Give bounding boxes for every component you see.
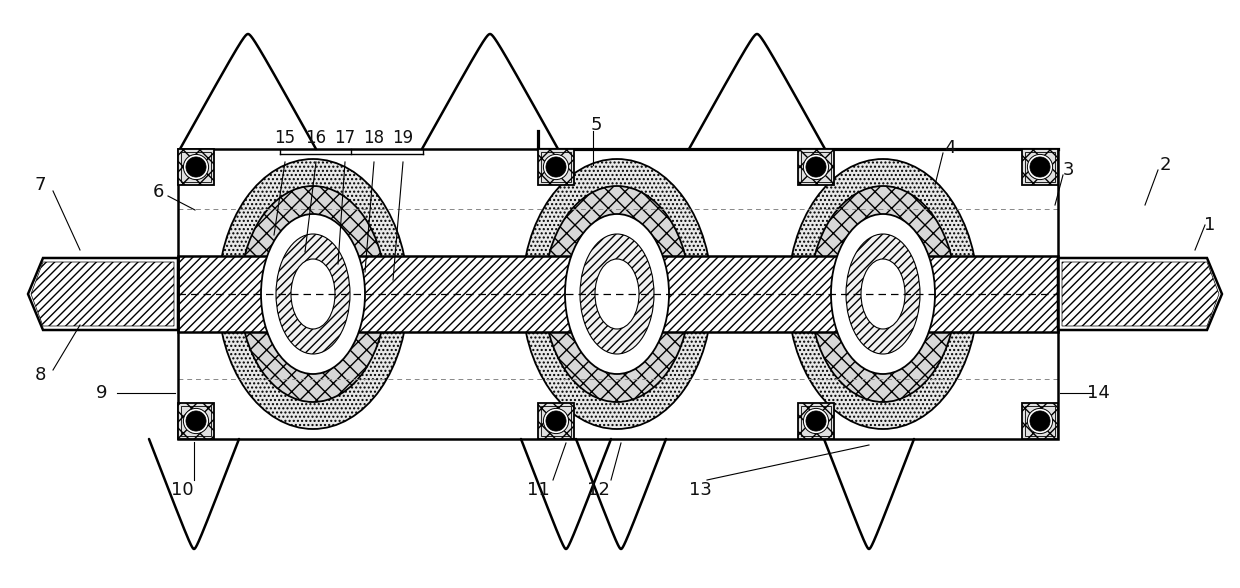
Ellipse shape	[580, 234, 653, 354]
Text: 18: 18	[363, 129, 384, 147]
Text: 8: 8	[35, 366, 46, 384]
Circle shape	[1028, 155, 1053, 179]
Text: 9: 9	[97, 384, 108, 402]
Text: 6: 6	[153, 183, 164, 201]
Circle shape	[546, 411, 567, 431]
Text: 7: 7	[35, 176, 46, 194]
Ellipse shape	[787, 159, 978, 429]
Circle shape	[543, 155, 569, 179]
Circle shape	[184, 155, 208, 179]
Bar	[1025, 406, 1055, 436]
Circle shape	[186, 157, 206, 177]
Circle shape	[543, 409, 569, 433]
Circle shape	[804, 155, 828, 179]
Circle shape	[1030, 157, 1050, 177]
Bar	[179, 149, 1058, 439]
Text: 10: 10	[171, 481, 193, 499]
Bar	[801, 152, 831, 182]
Circle shape	[1028, 409, 1053, 433]
Polygon shape	[29, 258, 179, 330]
Bar	[181, 152, 211, 182]
Circle shape	[186, 411, 206, 431]
Polygon shape	[1061, 262, 1219, 326]
Text: 3: 3	[1063, 161, 1074, 179]
Bar	[179, 149, 215, 185]
Bar	[801, 406, 831, 436]
Circle shape	[184, 409, 208, 433]
Bar	[538, 149, 574, 185]
Bar	[179, 403, 215, 439]
Bar	[1025, 152, 1055, 182]
Circle shape	[1030, 411, 1050, 431]
Ellipse shape	[544, 186, 689, 402]
Polygon shape	[1058, 258, 1221, 330]
Bar	[799, 149, 835, 185]
Bar	[538, 403, 574, 439]
Ellipse shape	[241, 186, 386, 402]
Text: 12: 12	[587, 481, 609, 499]
Text: 17: 17	[335, 129, 356, 147]
Ellipse shape	[831, 214, 935, 374]
Bar	[541, 152, 572, 182]
Bar	[1022, 403, 1058, 439]
Bar	[541, 406, 572, 436]
Circle shape	[806, 411, 826, 431]
Ellipse shape	[861, 259, 905, 329]
Text: 13: 13	[688, 481, 712, 499]
Ellipse shape	[595, 259, 639, 329]
Bar	[1022, 149, 1058, 185]
Text: 1: 1	[1204, 216, 1215, 234]
Ellipse shape	[291, 259, 335, 329]
Polygon shape	[31, 262, 174, 326]
Text: 14: 14	[1086, 384, 1110, 402]
Text: 2: 2	[1159, 156, 1171, 174]
Ellipse shape	[810, 186, 956, 402]
Bar	[179, 256, 1058, 332]
Text: 11: 11	[527, 481, 549, 499]
Text: 5: 5	[590, 116, 601, 134]
Ellipse shape	[277, 234, 350, 354]
Circle shape	[546, 157, 567, 177]
Circle shape	[806, 157, 826, 177]
Ellipse shape	[218, 159, 408, 429]
Ellipse shape	[522, 159, 712, 429]
Text: 16: 16	[305, 129, 326, 147]
Ellipse shape	[260, 214, 365, 374]
Ellipse shape	[565, 214, 670, 374]
Bar	[181, 406, 211, 436]
Bar	[799, 403, 835, 439]
Text: 19: 19	[392, 129, 414, 147]
Text: 15: 15	[274, 129, 295, 147]
Text: 4: 4	[944, 139, 956, 157]
Circle shape	[804, 409, 828, 433]
Ellipse shape	[846, 234, 920, 354]
